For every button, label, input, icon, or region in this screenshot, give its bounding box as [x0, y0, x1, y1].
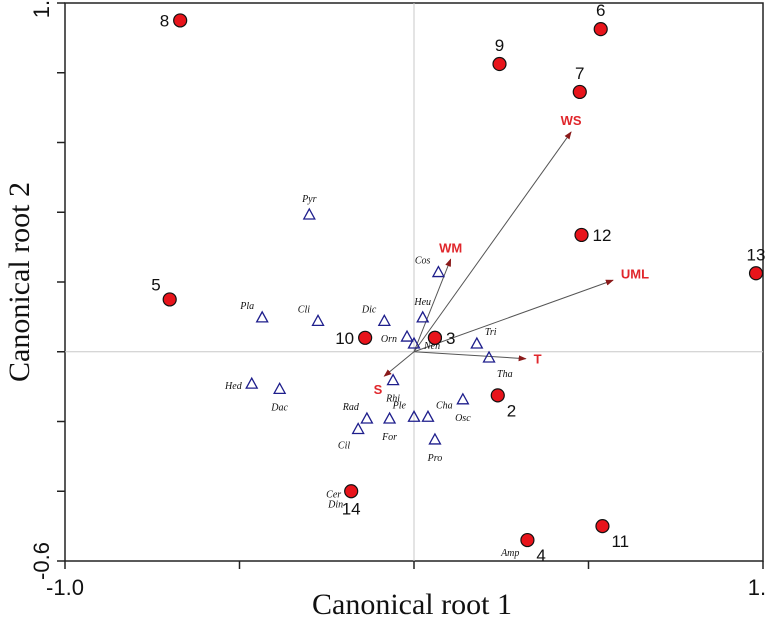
species-label-rhi: Rhi: [385, 394, 400, 405]
species-marker-cli: [311, 314, 325, 327]
axis-ticks: [57, 2, 764, 569]
biplot-arrow-s: [383, 351, 415, 377]
site-point-6: [593, 22, 608, 37]
species-label-pro: Pro: [427, 453, 443, 464]
species-marker-ple: [407, 409, 421, 422]
site-label-13: 13: [747, 245, 765, 264]
species-marker-for: [382, 411, 397, 424]
arrow-label-ws: WS: [561, 113, 582, 128]
site-label-2: 2: [507, 401, 516, 420]
x-tick-label: 1.0: [748, 575, 765, 600]
arrow-label-s: S: [374, 382, 383, 397]
species-label-dic: Dic: [361, 304, 377, 315]
species-label-nen: Nen: [423, 341, 440, 352]
y-axis-title: Canonical root 2: [3, 182, 36, 382]
site-label-8: 8: [160, 11, 169, 30]
species-marker-heu: [416, 310, 430, 323]
species-marker-hed: [245, 376, 259, 389]
species-label-tha: Tha: [497, 369, 513, 380]
species-points: [245, 207, 496, 445]
species-marker-osc: [456, 392, 470, 405]
site-point-14: [344, 484, 359, 499]
site-point-11: [595, 519, 610, 534]
species-label-cli: Cli: [298, 304, 310, 315]
species-marker-tri: [470, 336, 484, 349]
site-label-4: 4: [536, 546, 545, 565]
site-label-10: 10: [335, 329, 354, 348]
species-label-heu: Heu: [413, 297, 431, 308]
y-tick-label: 1.0: [29, 0, 54, 18]
arrow-label-wm: WM: [439, 240, 462, 255]
site-label-12: 12: [593, 226, 612, 245]
site-point-9: [492, 56, 507, 72]
site-label-7: 7: [575, 64, 584, 83]
species-marker-pyr: [302, 207, 316, 220]
point-labels: WS WM UML T S Pyr Pla Cli Dic Cos Heu Orn Nen Tri Tha H…: [151, 1, 765, 565]
species-marker-cha: [421, 409, 435, 422]
species-marker-pla: [255, 310, 269, 323]
y-tick-label: -0.6: [29, 542, 54, 580]
site-point-5: [162, 292, 177, 307]
site-label-6: 6: [596, 1, 605, 20]
species-label-ple: Ple: [392, 400, 407, 411]
site-label-9: 9: [495, 36, 504, 55]
site-point-2: [490, 388, 505, 403]
species-label-amp: Amp: [500, 548, 519, 559]
species-marker-cil: [351, 422, 365, 435]
species-label-din: Din: [327, 499, 343, 510]
site-points: [162, 13, 764, 548]
species-marker-pro: [428, 432, 442, 445]
species-marker-dic: [377, 314, 391, 327]
biplot-arrow-wm: [413, 258, 452, 352]
species-marker-nen: [407, 336, 421, 349]
site-point-3: [427, 330, 443, 345]
tick-labels: -1.0 1.0 1.0 -0.6: [29, 0, 765, 600]
species-marker-dac: [273, 382, 287, 395]
species-marker-rad: [360, 411, 374, 424]
site-label-5: 5: [151, 275, 160, 294]
arrow-label-uml: UML: [621, 266, 649, 281]
x-tick-label: -1.0: [46, 575, 84, 600]
site-label-11: 11: [611, 532, 629, 551]
species-label-cer: Cer: [326, 489, 341, 500]
species-label-pyr: Pyr: [301, 194, 317, 205]
species-label-cha: Cha: [436, 400, 453, 411]
site-point-8: [173, 13, 188, 28]
site-point-13: [748, 266, 764, 281]
site-label-3: 3: [446, 329, 455, 348]
species-marker-orn: [400, 329, 414, 342]
arrow-label-t: T: [534, 352, 542, 367]
species-label-osc: Osc: [455, 413, 471, 424]
species-label-cil: Cil: [338, 440, 350, 451]
species-label-tri: Tri: [485, 327, 497, 338]
biplot-arrow-ws: [413, 131, 572, 353]
species-label-for: For: [381, 432, 397, 443]
species-marker-rhi: [386, 373, 400, 386]
species-marker-tha: [482, 350, 496, 363]
biplot-arrows: [383, 131, 614, 377]
species-label-rad: Rad: [342, 402, 360, 413]
site-point-10: [358, 330, 373, 345]
species-label-cos: Cos: [415, 256, 431, 267]
species-label-pla: Pla: [239, 301, 254, 312]
species-label-hed: Hed: [224, 381, 243, 392]
x-axis-title: Canonical root 1: [312, 588, 512, 621]
biplot-arrow-uml: [413, 279, 614, 353]
site-point-7: [572, 84, 587, 100]
site-point-12: [574, 227, 589, 243]
site-point-4: [520, 532, 535, 548]
species-label-dac: Dac: [270, 402, 288, 413]
site-label-14: 14: [342, 499, 361, 518]
species-label-orn: Orn: [381, 334, 397, 345]
biplot-arrow-t: [413, 351, 527, 362]
species-marker-cos: [431, 265, 446, 278]
